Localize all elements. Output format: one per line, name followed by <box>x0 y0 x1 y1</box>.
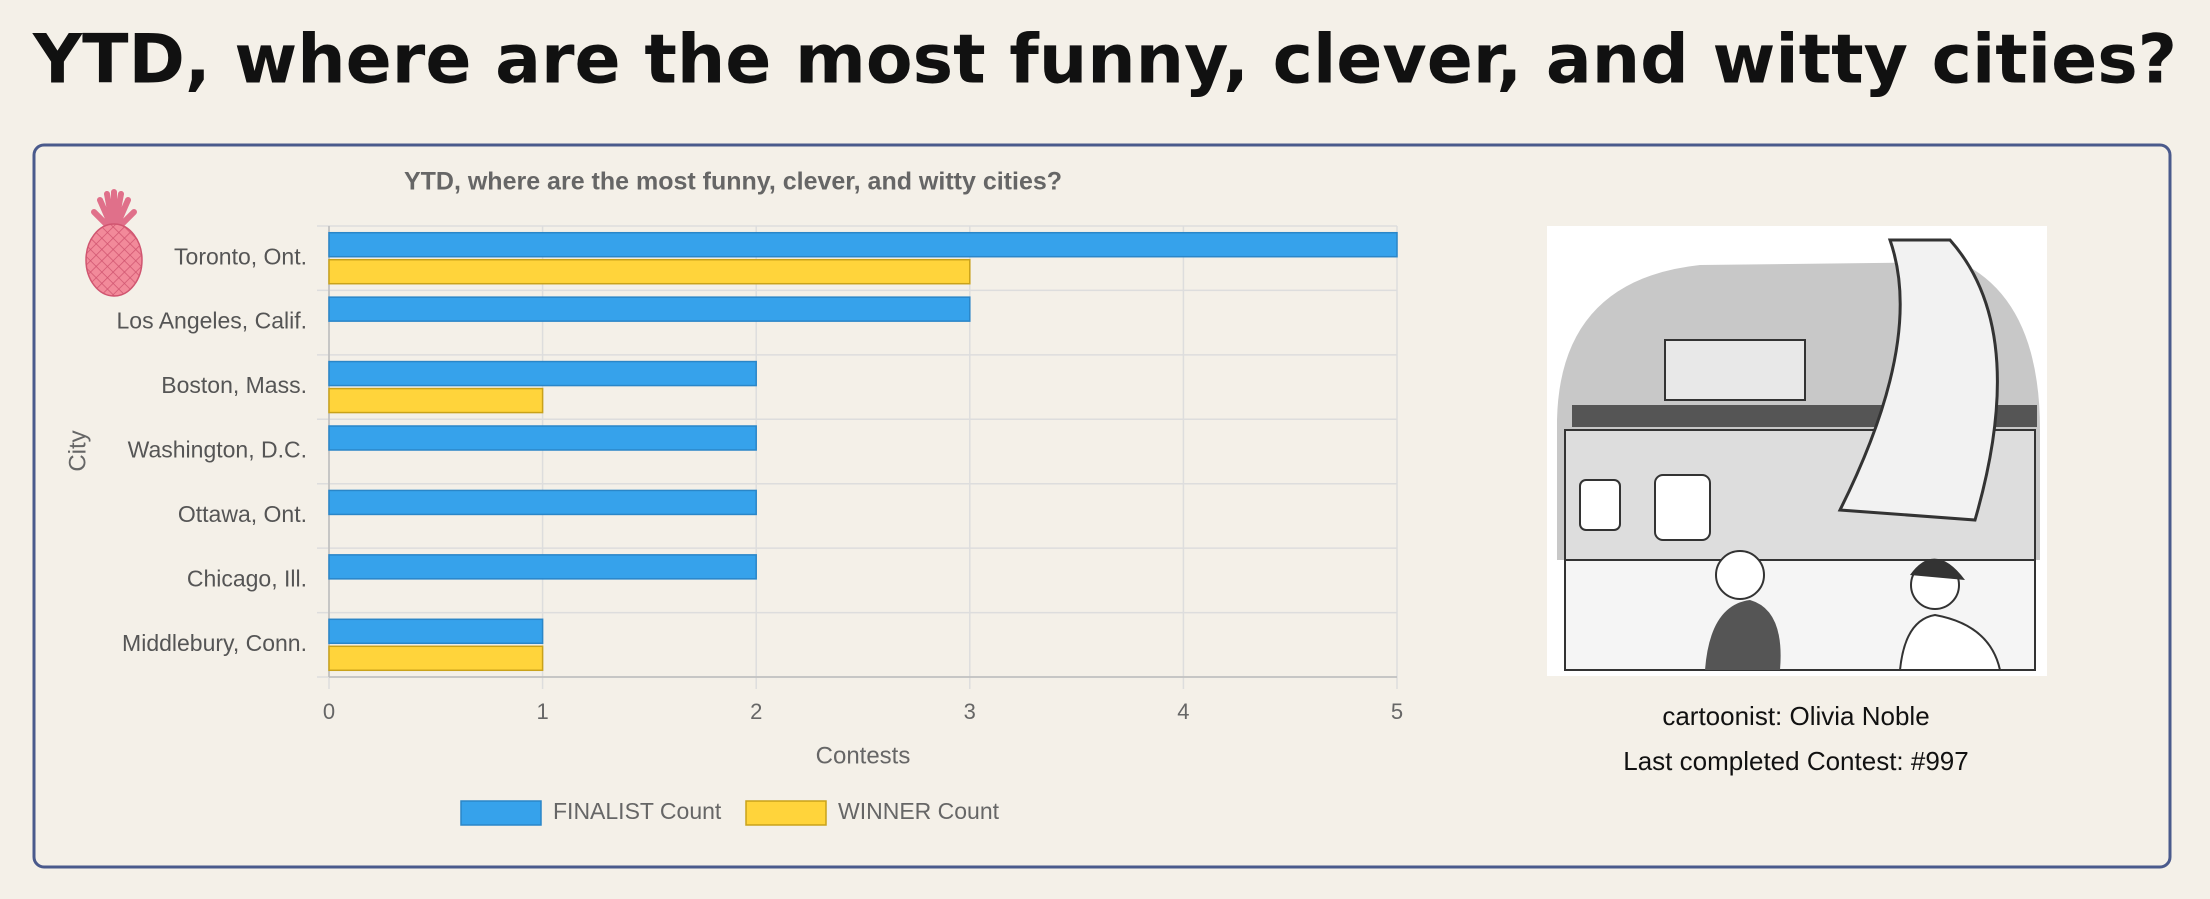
bar <box>328 387 544 414</box>
bar <box>328 489 757 516</box>
x-tick-label: 4 <box>1177 699 1189 724</box>
y-tick-label: Ottawa, Ont. <box>178 501 307 527</box>
cartoon-image <box>1547 226 2047 676</box>
y-tick-label: Chicago, Ill. <box>187 565 307 591</box>
bar <box>328 554 757 580</box>
legend-label: FINALIST Count <box>553 798 722 824</box>
pineapple-icon <box>85 189 143 297</box>
cartoonist-caption: cartoonist: Olivia Noble <box>1662 701 1929 731</box>
y-tick-label: Boston, Mass. <box>161 372 307 398</box>
y-tick-label: Los Angeles, Calif. <box>116 308 307 334</box>
y-tick-label: Toronto, Ont. <box>174 243 307 269</box>
legend-label: WINNER Count <box>838 798 1000 824</box>
chart-title: YTD, where are the most funny, clever, a… <box>404 168 1062 196</box>
x-axis-label: Contests <box>816 742 911 769</box>
x-tick-label: 3 <box>964 699 976 724</box>
contest-caption: Last completed Contest: #997 <box>1623 746 1968 776</box>
y-axis-label: City <box>64 430 91 471</box>
page-title: YTD, where are the most funny, clever, a… <box>32 21 2177 100</box>
x-tick-label: 2 <box>750 699 762 724</box>
x-tick-label: 1 <box>536 699 548 724</box>
y-tick-label: Middlebury, Conn. <box>122 630 307 656</box>
legend-swatch <box>460 800 542 826</box>
bar <box>328 618 544 645</box>
x-tick-label: 0 <box>323 699 335 724</box>
bar <box>328 425 757 451</box>
y-tick-label: Washington, D.C. <box>128 437 307 463</box>
bar <box>328 231 1398 258</box>
bar <box>328 645 544 672</box>
bar <box>328 360 757 387</box>
bar <box>328 296 971 322</box>
legend-swatch <box>745 800 827 826</box>
bar <box>328 258 971 285</box>
chart: YTD, where are the most funny, clever, a… <box>64 168 1403 826</box>
x-tick-label: 5 <box>1391 699 1403 724</box>
